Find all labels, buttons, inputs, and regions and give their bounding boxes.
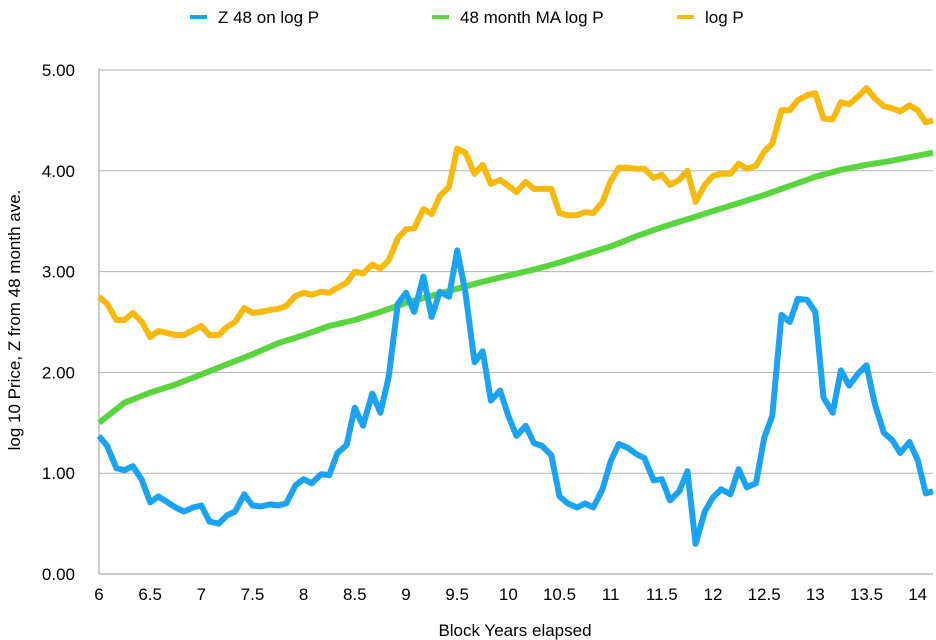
y-axis-title: log 10 Price, Z from 48 month ave. xyxy=(5,190,24,451)
x-tick-label: 10 xyxy=(499,585,518,604)
x-axis-title: Block Years elapsed xyxy=(438,621,591,640)
x-tick-label: 7 xyxy=(197,585,206,604)
x-tick-label: 13.5 xyxy=(850,585,883,604)
x-tick-label: 11 xyxy=(602,585,620,604)
y-tick-label: 0.00 xyxy=(42,565,75,584)
legend-item-z-48-on-log-p: Z 48 on log P xyxy=(190,8,319,27)
x-tick-label: 7.5 xyxy=(241,585,265,604)
y-tick-label: 2.00 xyxy=(42,363,75,382)
y-tick-label: 4.00 xyxy=(42,162,75,181)
legend-item-log-p: log P xyxy=(677,8,744,27)
x-tick-label: 9 xyxy=(401,585,410,604)
x-tick-label: 13 xyxy=(806,585,825,604)
series-line-z-48-on-log-p xyxy=(96,247,934,547)
x-tick-label: 12.5 xyxy=(748,585,781,604)
axes xyxy=(98,68,933,575)
legend-label: Z 48 on log P xyxy=(218,8,319,27)
y-tick-label: 1.00 xyxy=(42,464,75,483)
series-lines xyxy=(96,85,934,547)
series-line-log-p xyxy=(97,85,934,341)
y-tick-labels: 0.00 1.00 2.00 3.00 4.00 5.00 xyxy=(42,61,75,584)
x-tick-label: 8 xyxy=(299,585,308,604)
x-tick-label: 6.5 xyxy=(138,585,162,604)
x-tick-label: 11.5 xyxy=(646,585,678,604)
x-tick-labels: 6 6.5 7 7.5 8 8.5 9 9.5 10 10.5 11 11.5 12 12.5 13 13.5… xyxy=(94,585,927,604)
legend: Z 48 on log P 48 month MA log P log P xyxy=(190,8,744,27)
y-tick-label: 5.00 xyxy=(42,61,75,80)
legend-label: 48 month MA log P xyxy=(460,8,604,27)
x-tick-label: 12 xyxy=(704,585,723,604)
legend-label: log P xyxy=(705,8,744,27)
x-tick-label: 8.5 xyxy=(343,585,367,604)
x-tick-label: 9.5 xyxy=(445,585,469,604)
y-tick-label: 3.00 xyxy=(42,263,75,282)
x-tick-label: 6 xyxy=(94,585,103,604)
x-tick-label: 10.5 xyxy=(543,585,576,604)
x-tick-label: 14 xyxy=(908,585,927,604)
legend-item-48-month-ma-log-p: 48 month MA log P xyxy=(432,8,604,27)
series-line-48-month-ma-log-p xyxy=(97,149,934,426)
